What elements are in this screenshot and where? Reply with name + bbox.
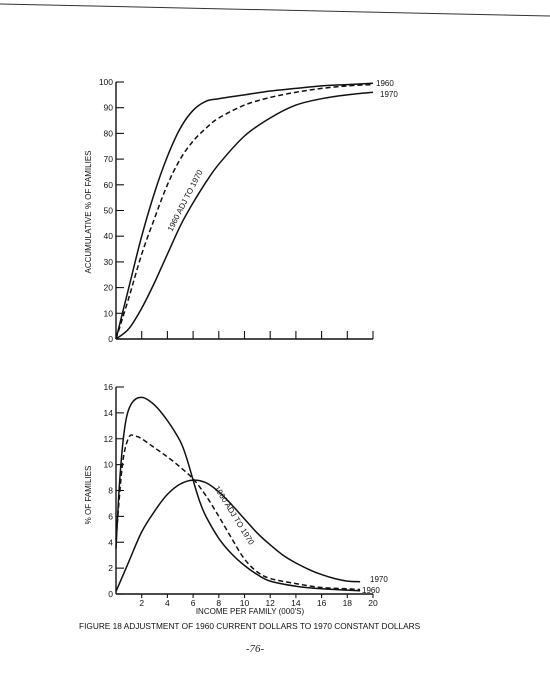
series-label-1970-top: 1970 — [380, 90, 398, 99]
series-line-1960-adj-to-1970 — [115, 83, 374, 340]
x-tick-label: 8 — [216, 598, 221, 608]
distribution-chart-x-label: INCOME PER FAMILY (000'S) — [196, 607, 305, 616]
y-tick-label: 30 — [104, 257, 114, 267]
y-tick-label: 90 — [104, 103, 114, 113]
y-tick-label: 16 — [104, 382, 114, 392]
y-tick-label: 10 — [104, 308, 114, 318]
y-tick-label: 8 — [108, 486, 113, 496]
page-number: -76- — [246, 643, 265, 655]
y-tick-label: 0 — [108, 589, 113, 599]
y-tick-label: 80 — [104, 128, 114, 138]
series-line-1970 — [115, 91, 374, 340]
series-line-1960 — [115, 396, 361, 592]
cumulative-chart: 0 10 20 30 40 50 60 70 80 90 100 ACCUMULATIVE % OF… — [84, 77, 398, 344]
y-tick-label: 12 — [104, 434, 114, 444]
series-label-1970-bottom: 1970 — [370, 575, 388, 584]
x-tick-label: 10 — [240, 598, 250, 608]
y-tick-label: 4 — [108, 537, 113, 547]
x-tick-label: 20 — [368, 598, 378, 608]
x-tick-label: 16 — [317, 598, 327, 608]
y-tick-label: 40 — [104, 231, 114, 241]
y-tick-label: 20 — [104, 283, 114, 293]
x-tick-label: 14 — [291, 598, 301, 608]
series-line-1960 — [115, 82, 374, 340]
figure-caption: FIGURE 18 ADJUSTMENT OF 1960 CURRENT DOL… — [79, 621, 421, 631]
distribution-chart-y-label: % OF FAMILIES — [84, 466, 93, 525]
y-tick-label: 6 — [108, 511, 113, 521]
distribution-chart: 0 2 4 6 8 10 12 14 16 2 4 6 8 10 12 14 16 18 20 % OF FAMI… — [84, 382, 388, 616]
x-tick-label: 2 — [139, 598, 144, 608]
y-tick-label: 70 — [104, 154, 114, 164]
series-label-1960-top: 1960 — [376, 79, 394, 88]
x-tick-label: 12 — [265, 598, 275, 608]
page-top-rule — [0, 3, 550, 17]
series-line-1960-adj-to-1970 — [115, 434, 361, 591]
series-line-1970 — [115, 479, 361, 592]
y-tick-label: 0 — [108, 334, 113, 344]
series-label-1960-bottom: 1960 — [362, 586, 380, 595]
x-tick-label: 4 — [165, 598, 170, 608]
y-tick-label: 2 — [108, 563, 113, 573]
y-tick-label: 10 — [104, 460, 114, 470]
x-tick-label: 18 — [343, 598, 353, 608]
x-tick-label: 6 — [191, 598, 196, 608]
y-tick-label: 50 — [104, 206, 114, 216]
y-tick-label: 100 — [99, 77, 113, 87]
series-label-adj-top: 1960 ADJ TO 1970 — [166, 168, 205, 233]
y-tick-label: 14 — [104, 408, 114, 418]
cumulative-chart-y-label: ACCUMULATIVE % OF FAMILIES — [84, 151, 93, 274]
y-tick-label: 60 — [104, 180, 114, 190]
